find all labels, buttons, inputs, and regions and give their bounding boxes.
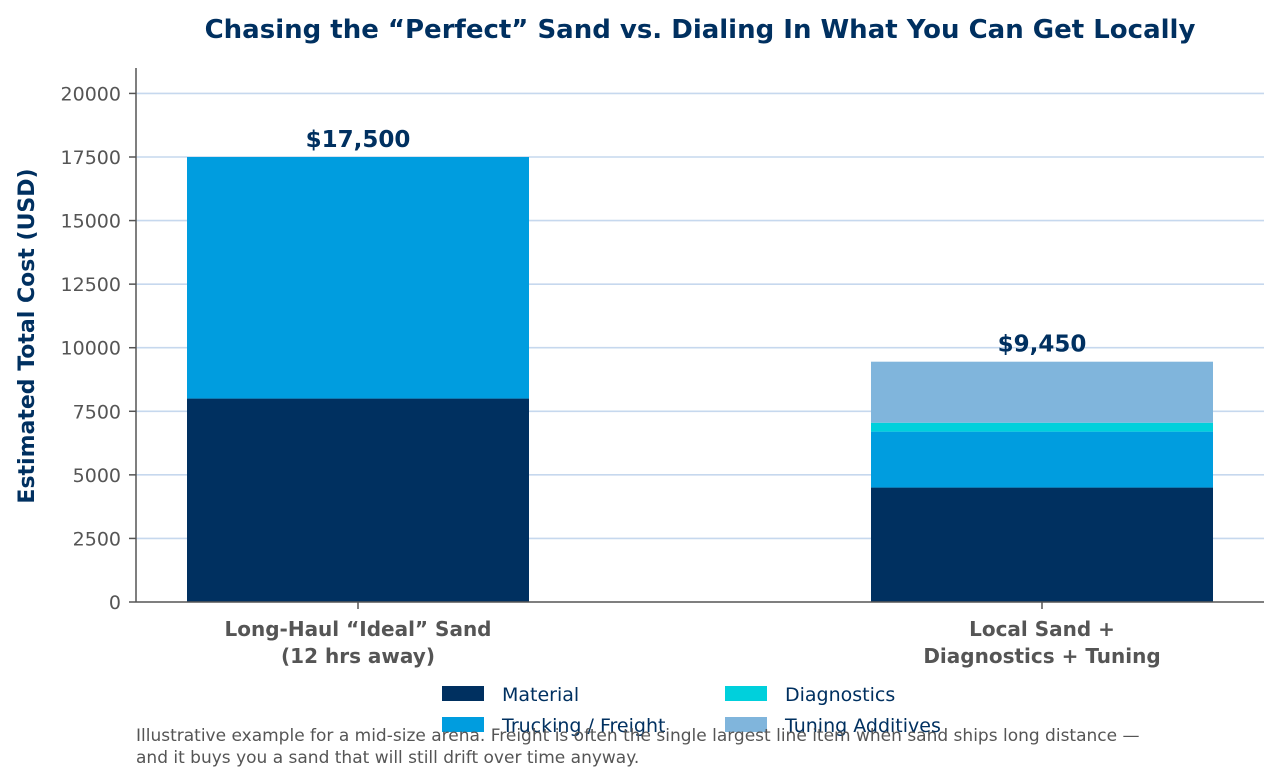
x-category-labels: Long-Haul “Ideal” Sand (12 hrs away) Local… bbox=[224, 617, 1160, 668]
chart-title: Chasing the “Perfect” Sand vs. Dialing I… bbox=[205, 15, 1196, 45]
bars bbox=[187, 157, 1213, 602]
legend-swatch bbox=[442, 717, 484, 732]
legend-swatch bbox=[725, 717, 767, 732]
y-tick-label: 15000 bbox=[61, 211, 121, 233]
total-labels: $17,500 $9,450 bbox=[306, 127, 1087, 358]
bar-segment bbox=[187, 398, 529, 602]
bar-segment bbox=[871, 422, 1213, 432]
legend-label: Trucking / Freight bbox=[501, 715, 665, 737]
y-tick-label: 0 bbox=[109, 592, 121, 614]
y-tick-label: 20000 bbox=[61, 83, 121, 105]
legend-swatch bbox=[725, 686, 767, 701]
x-category-label: (12 hrs away) bbox=[281, 644, 435, 668]
x-category-label: Long-Haul “Ideal” Sand bbox=[224, 617, 491, 641]
total-label: $9,450 bbox=[998, 332, 1087, 358]
x-category-label: Diagnostics + Tuning bbox=[923, 644, 1160, 668]
y-tick-label: 12500 bbox=[61, 274, 121, 296]
legend-label: Tuning Additives bbox=[784, 715, 941, 737]
legend-label: Material bbox=[502, 684, 579, 706]
y-tick-label: 17500 bbox=[61, 147, 121, 169]
legend-swatch bbox=[442, 686, 484, 701]
y-tick-labels: 0 2500 5000 7500 10000 12500 15000 17500 20000 bbox=[61, 83, 121, 614]
legend: Material Trucking / Freight Diagnostics Tun… bbox=[442, 684, 941, 737]
footnote-line: Illustrative example for a mid-size aren… bbox=[136, 726, 1140, 746]
bar-segment bbox=[187, 157, 529, 399]
legend-label: Diagnostics bbox=[785, 684, 895, 706]
footnote: Illustrative example for a mid-size aren… bbox=[136, 726, 1140, 768]
total-label: $17,500 bbox=[306, 127, 411, 153]
y-axis-label: Estimated Total Cost (USD) bbox=[15, 168, 40, 503]
y-tick-label: 2500 bbox=[73, 528, 121, 550]
footnote-line: and it buys you a sand that will still d… bbox=[136, 748, 639, 768]
y-tick-label: 7500 bbox=[73, 401, 121, 423]
bar-segment bbox=[871, 431, 1213, 488]
y-tick-label: 10000 bbox=[61, 338, 121, 360]
axes bbox=[129, 68, 1264, 609]
y-tick-label: 5000 bbox=[73, 465, 121, 487]
bar-segment bbox=[871, 487, 1213, 602]
bar-segment bbox=[871, 361, 1213, 423]
x-category-label: Local Sand + bbox=[969, 617, 1115, 641]
